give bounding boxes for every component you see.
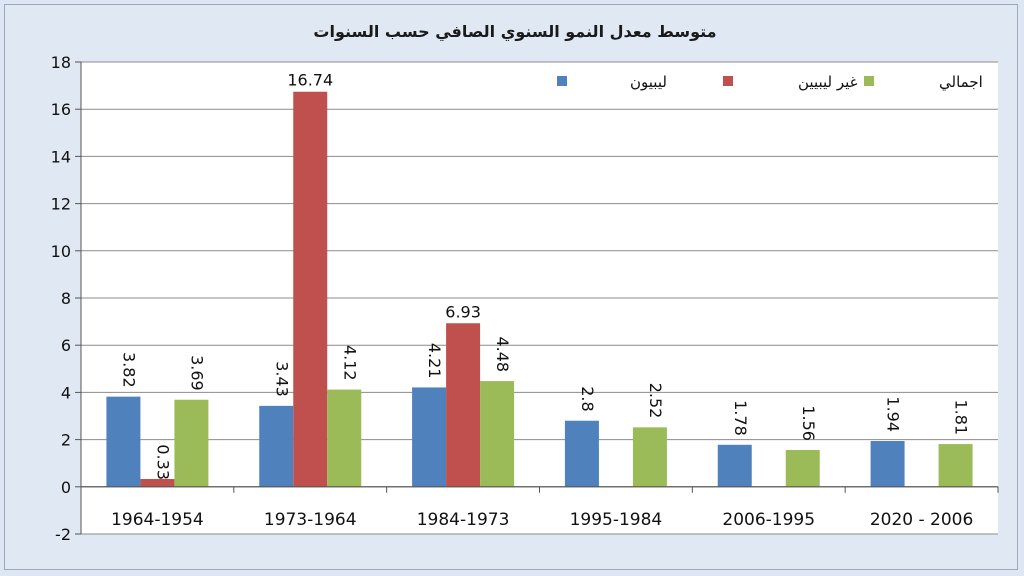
data-label: 6.93 xyxy=(445,302,481,321)
data-label: 4.21 xyxy=(425,343,444,379)
y-tick-label: 12 xyxy=(51,195,71,214)
data-label: 1.81 xyxy=(952,399,971,435)
y-tick-label: -2 xyxy=(55,525,71,544)
data-labels: 3.82 3.43 4.21 2.8 1.78 1.94 0.33 16.74 6.93 3.69… xyxy=(119,71,970,480)
y-tick-label: 6 xyxy=(61,336,71,355)
bar xyxy=(785,449,820,487)
y-tick-label: 8 xyxy=(61,289,71,308)
bar xyxy=(632,427,667,487)
bar xyxy=(717,444,752,487)
bar xyxy=(412,387,447,487)
axes: -2 0 2 4 6 8 10 12 14 16 18 1964-1954 1973-1964 1984-… xyxy=(51,53,999,544)
x-tick-label: 1984-1973 xyxy=(417,510,510,530)
x-tick-label: 2006-1995 xyxy=(722,510,815,530)
bars xyxy=(106,91,973,487)
y-tick-label: 10 xyxy=(51,242,71,261)
data-label: 4.48 xyxy=(493,336,512,372)
data-label: 1.56 xyxy=(799,405,818,441)
chart: متوسط معدل النمو السنوي الصافي حسب السنو… xyxy=(51,22,999,544)
bar xyxy=(938,444,973,487)
bar xyxy=(293,91,328,487)
legend-swatch xyxy=(557,76,567,86)
bar xyxy=(259,405,294,487)
bar xyxy=(140,479,175,487)
legend-label: غير ليبيين xyxy=(798,73,858,91)
bar xyxy=(480,381,515,487)
y-tick-label: 0 xyxy=(61,478,71,497)
data-label: 3.69 xyxy=(187,355,206,391)
y-tick-label: 16 xyxy=(51,100,71,119)
y-tick-label: 18 xyxy=(51,53,71,72)
bar xyxy=(174,399,209,487)
y-tick-label: 14 xyxy=(51,147,71,166)
bar xyxy=(327,389,362,487)
x-tick-label: 1973-1964 xyxy=(264,510,357,530)
bar xyxy=(446,323,481,487)
data-label: 1.94 xyxy=(884,396,903,432)
chart-frame: متوسط معدل النمو السنوي الصافي حسب السنو… xyxy=(4,4,1018,570)
legend-swatch xyxy=(723,76,733,86)
chart-title: متوسط معدل النمو السنوي الصافي حسب السنو… xyxy=(313,22,716,42)
data-label: 2.52 xyxy=(646,383,665,419)
data-label: 0.33 xyxy=(153,444,172,480)
x-tick-label: 2020 - 2006 xyxy=(870,510,973,530)
legend-swatch xyxy=(864,76,874,86)
bar xyxy=(106,396,141,487)
data-label: 2.8 xyxy=(578,386,597,411)
legend-label: ليبيون xyxy=(630,73,667,91)
data-label: 16.74 xyxy=(287,71,333,90)
data-label: 4.12 xyxy=(340,345,359,381)
legend: ليبيون غير ليبيين اجمالي xyxy=(557,73,983,92)
legend-label: اجمالي xyxy=(939,73,983,92)
data-label: 3.82 xyxy=(119,352,138,388)
data-label: 1.78 xyxy=(731,400,750,436)
x-tick-label: 1995-1984 xyxy=(570,510,663,530)
bar xyxy=(564,420,599,487)
y-tick-label: 2 xyxy=(61,431,71,450)
x-tick-label: 1964-1954 xyxy=(111,510,204,530)
bar xyxy=(870,441,905,487)
data-label: 3.43 xyxy=(272,361,291,397)
y-tick-label: 4 xyxy=(61,383,71,402)
